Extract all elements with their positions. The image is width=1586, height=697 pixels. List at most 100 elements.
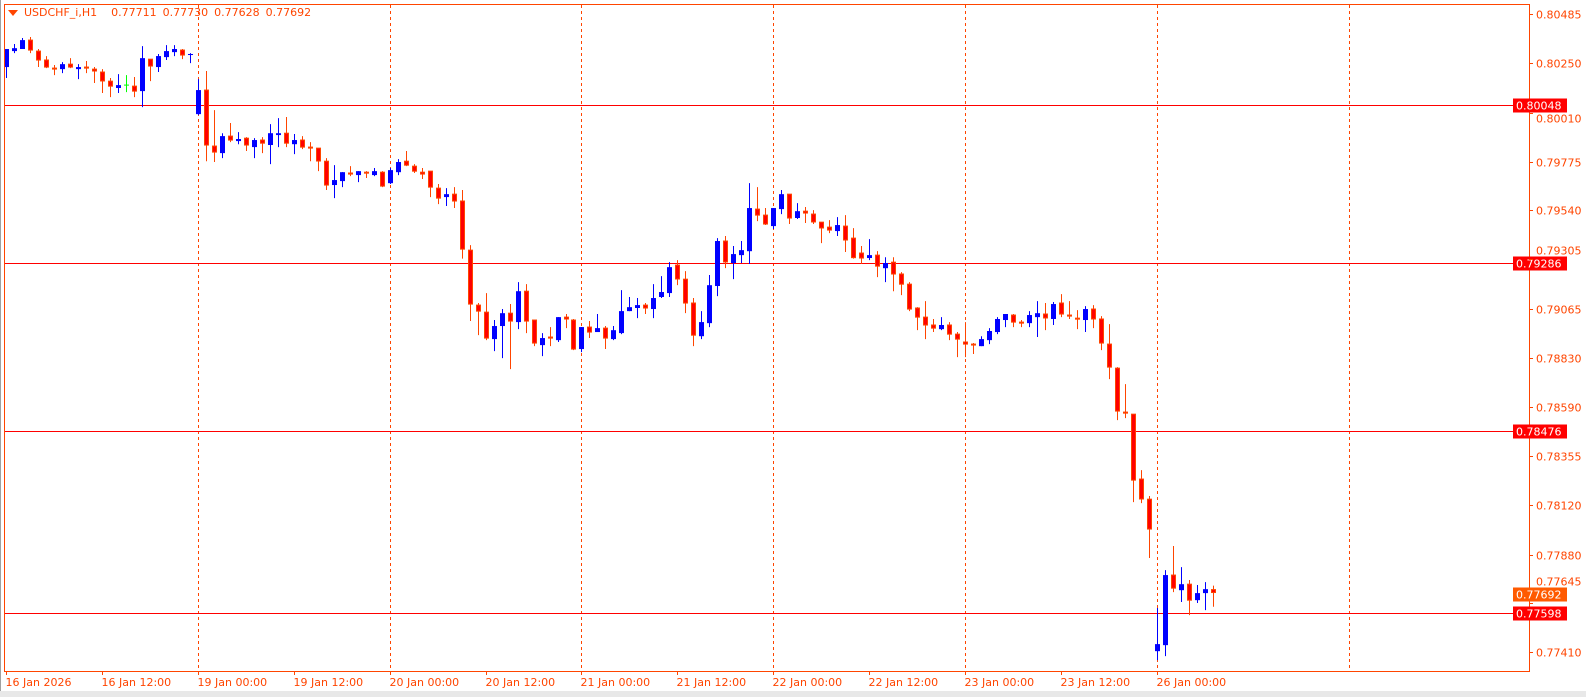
candle-body-bull <box>220 136 225 154</box>
candle-body-bull <box>164 51 169 58</box>
candle <box>931 318 936 333</box>
candle <box>260 137 265 154</box>
candle <box>428 170 433 198</box>
candle-body-bear <box>436 187 441 199</box>
candle <box>244 137 249 152</box>
candle-body-bull <box>444 194 449 198</box>
candle <box>659 276 664 299</box>
candle <box>1179 567 1184 603</box>
candle-body-bear <box>915 307 920 318</box>
time-axis[interactable]: 16 Jan 2026 16 Jan 12:00 19 Jan 00:00 19 Ja… <box>6 671 1227 689</box>
candle <box>36 49 41 68</box>
candle-body-bear <box>1131 413 1136 481</box>
candle-body-bull <box>1003 314 1008 321</box>
candle-body-bear <box>787 193 792 219</box>
candle-body-bear <box>428 170 433 188</box>
candle <box>564 314 569 329</box>
current-price-label-bg <box>1513 587 1567 602</box>
candle-body-bear <box>683 278 688 304</box>
price-tick-label: 0.77645 <box>1536 576 1582 589</box>
candle <box>851 228 856 259</box>
horizontal-lines[interactable] <box>5 105 1529 614</box>
price-tick-label: 0.78355 <box>1536 451 1582 464</box>
candle-body-bear <box>1171 574 1176 589</box>
candle <box>979 336 984 347</box>
level-label-bg <box>1513 98 1567 113</box>
candle <box>1027 311 1032 328</box>
candle-body-bull <box>771 208 776 227</box>
candle-body-bear <box>44 59 49 68</box>
price-axis[interactable]: 0.80048 0.79286 0.78476 0.77598 0.77692 0.804… <box>1513 9 1582 660</box>
candle <box>1035 301 1040 338</box>
candle-body-bear <box>1043 313 1048 319</box>
candle <box>492 320 497 352</box>
candle-body-bear <box>1211 589 1216 594</box>
candle <box>987 328 992 345</box>
price-tick-label: 0.77410 <box>1536 647 1582 660</box>
candle <box>172 45 177 57</box>
price-tick-label: 0.78830 <box>1536 353 1582 366</box>
candle-body-bear <box>691 302 696 336</box>
candle-body-bear <box>971 343 976 346</box>
candle <box>1115 367 1120 421</box>
candle <box>1211 585 1216 607</box>
candle <box>699 311 704 340</box>
candle-body-bull <box>188 53 193 56</box>
candle <box>236 132 241 145</box>
time-tick-label: 26 Jan 00:00 <box>1157 676 1227 689</box>
time-tick-label: 19 Jan 00:00 <box>198 676 268 689</box>
candle-body-bear <box>84 66 89 69</box>
candle <box>380 171 385 188</box>
price-tick-label: 0.77880 <box>1536 550 1582 563</box>
candle-body-bear <box>28 39 33 51</box>
candle <box>84 61 89 74</box>
candle-body-bear <box>324 160 329 186</box>
time-tick-label: 20 Jan 00:00 <box>390 676 460 689</box>
candle-body-bear <box>532 319 537 344</box>
candle-body-bear <box>260 139 265 144</box>
candle <box>44 56 49 69</box>
candle-body-bear <box>180 49 185 56</box>
candle-body-bear <box>1147 498 1152 530</box>
candle-body-bear <box>723 240 728 263</box>
candle-body-bull <box>747 208 752 252</box>
candle-body-bull <box>388 170 393 184</box>
candle-body-bear <box>148 58 153 67</box>
candle <box>516 282 521 330</box>
candle-body-bull <box>611 330 616 340</box>
candle <box>595 314 600 333</box>
candle <box>571 318 576 351</box>
candle-body-bear <box>52 67 57 70</box>
candle <box>100 69 105 93</box>
candle <box>803 207 808 223</box>
candle <box>388 168 393 185</box>
price-tick-label: 0.79305 <box>1536 245 1582 258</box>
candle <box>1067 301 1072 319</box>
candle <box>1171 546 1176 593</box>
candle-body-bear <box>460 200 465 250</box>
candle-body-bull <box>156 56 161 68</box>
price-tick-label: 0.78120 <box>1536 500 1582 513</box>
candle <box>1131 413 1136 503</box>
candle <box>180 49 185 60</box>
candle <box>643 303 648 315</box>
candle-body-bull <box>276 133 281 136</box>
candle <box>164 45 169 61</box>
candle <box>508 304 513 370</box>
candle-body-bull <box>500 313 505 327</box>
candle <box>779 190 784 215</box>
candle-body-bear <box>412 165 417 172</box>
candle <box>452 187 457 209</box>
candle-body-bear <box>508 312 513 322</box>
candle-body-bull <box>699 322 704 337</box>
candle <box>76 64 81 80</box>
candle <box>739 241 744 264</box>
candle-body-bear <box>851 237 856 259</box>
candle-body-bear <box>524 290 529 322</box>
candle <box>843 215 848 253</box>
candle-body-bull <box>172 49 177 53</box>
level-label: 0.77598 <box>1516 608 1562 621</box>
candle <box>228 123 233 143</box>
dropdown-triangle-icon[interactable] <box>8 9 18 16</box>
